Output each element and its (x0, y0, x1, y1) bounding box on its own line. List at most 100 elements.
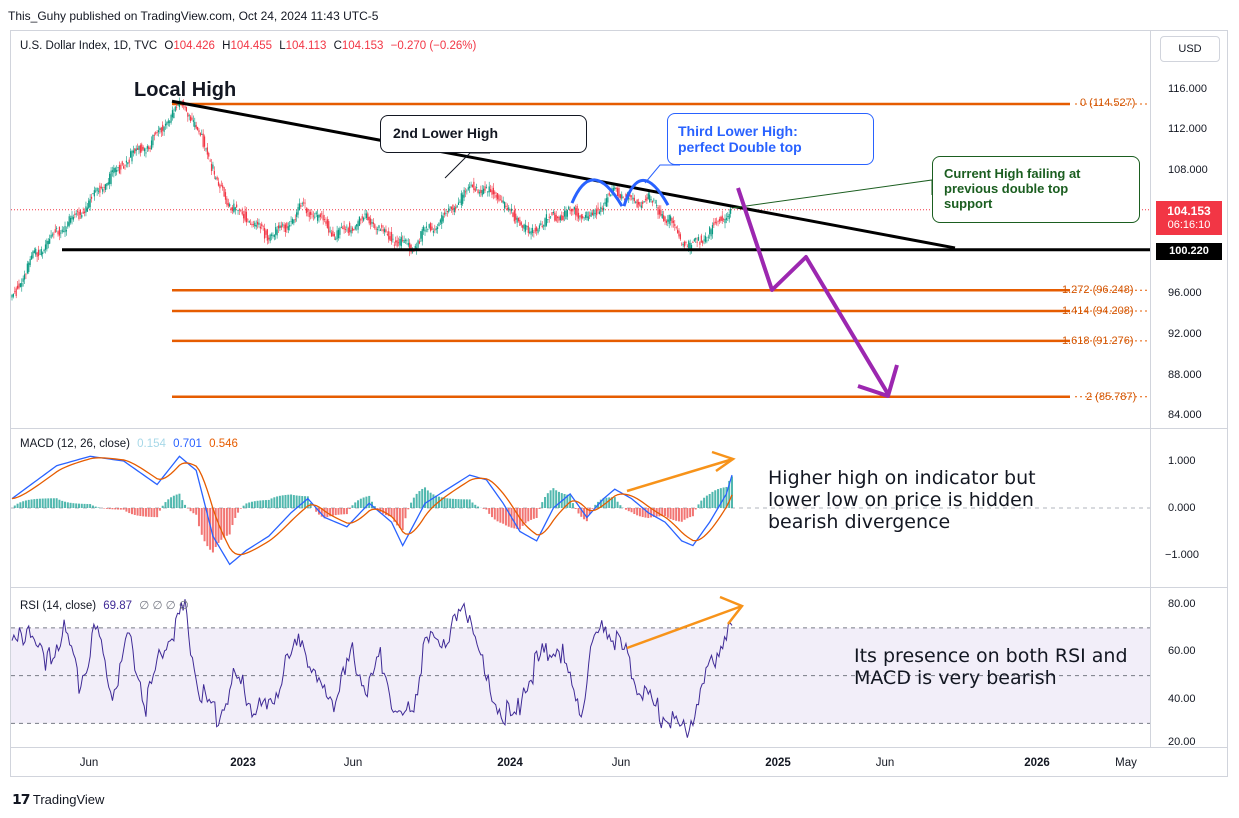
macd-histogram-bar (170, 497, 173, 508)
macd-histogram-bar (75, 503, 78, 508)
macd-histogram-bar (197, 508, 200, 527)
candle-body (32, 251, 34, 258)
macd-histogram-bar (290, 494, 293, 508)
macd-histogram-bar (345, 508, 348, 515)
candle-body (509, 209, 511, 211)
candle-body (153, 134, 155, 136)
macd-histogram-bar (652, 508, 655, 517)
candle-body (452, 204, 454, 210)
candle-body (135, 148, 137, 152)
candle-body (296, 212, 298, 217)
candle-body (565, 210, 567, 220)
macd-histogram-bar (278, 495, 281, 508)
candle-body (597, 207, 599, 211)
candle-body (88, 200, 90, 209)
candle-body (256, 221, 259, 225)
macd-tick-neg1: −1.000 (1165, 549, 1199, 561)
macd-histogram-bar (24, 500, 27, 508)
macd-signal-line (11, 457, 733, 556)
double-top-arc-2 (622, 178, 670, 207)
current-high-line-2: previous double top (944, 181, 1069, 196)
candle-body (330, 232, 333, 237)
candle-body (354, 226, 356, 230)
rsi-tick-60: 60.00 (1168, 645, 1196, 657)
macd-histogram-bar (474, 504, 477, 508)
candle-body (717, 221, 719, 222)
candle-body (157, 130, 160, 133)
candle-body (269, 234, 271, 242)
candle-body (450, 207, 453, 210)
candle-body (724, 219, 726, 224)
macd-tick-1: 1.000 (1168, 455, 1196, 467)
macd-histogram-bar (192, 508, 195, 514)
candle-body (314, 216, 316, 218)
candle-body (516, 217, 518, 223)
candle-body (370, 218, 372, 225)
macd-histogram-bar (571, 503, 574, 508)
candle-body (502, 200, 504, 203)
candle-body (590, 212, 592, 217)
candle-body (424, 229, 426, 232)
macd-histogram-bar (50, 498, 53, 508)
price-tick-108: 108.000 (1168, 164, 1208, 176)
candle-body (192, 120, 194, 122)
candle-body (728, 213, 730, 220)
candle-body (476, 187, 478, 188)
time-tick-2025: 2025 (765, 757, 791, 769)
candle-body (92, 193, 94, 195)
macd-histogram-bar (697, 504, 700, 508)
local-high-label: Local High (134, 79, 237, 101)
candle-body (336, 230, 338, 240)
candle-body (353, 228, 355, 231)
candle-body (254, 222, 256, 227)
candle-body (730, 208, 732, 214)
candle-body (187, 112, 189, 117)
macd-histogram-bar (633, 508, 636, 515)
macd-histogram-bar (443, 497, 446, 508)
candle-body (460, 193, 462, 206)
rsi-bearish-note: Its presence on both RSI and MACD is ver… (854, 645, 1128, 689)
macd-histogram-bar (694, 508, 697, 510)
candle-body (43, 249, 45, 252)
candle-body (653, 199, 655, 201)
candle-body (250, 223, 252, 225)
candle-body (35, 248, 37, 255)
candle-body (643, 201, 645, 203)
candle-body (547, 219, 549, 220)
candle-body (282, 224, 284, 226)
macd-histogram-bar (527, 508, 530, 522)
candle-body (300, 205, 302, 207)
macd-histogram-bar (262, 500, 265, 508)
candle-body (266, 229, 268, 241)
rsi-note-line-2: MACD is very bearish (854, 667, 1057, 689)
macd-histogram-bar (714, 490, 717, 508)
candle-body (223, 187, 225, 197)
candle-body (600, 206, 602, 212)
symbol-legend: U.S. Dollar Index, 1D, TVC O104.426 H104… (20, 40, 480, 52)
candle-body (72, 217, 74, 220)
candle-body (538, 225, 541, 229)
macd-histogram-bar (488, 508, 491, 514)
currency-button[interactable]: USD (1160, 36, 1220, 62)
candle-body (358, 216, 361, 226)
macd-histogram-bar (122, 508, 125, 510)
candle-body (230, 207, 232, 210)
candle-body (301, 203, 303, 205)
macd-histogram-bar (491, 508, 493, 518)
candle-body (534, 227, 536, 232)
candle-body (537, 229, 539, 233)
candle-body (174, 106, 176, 112)
candle-body (459, 201, 461, 203)
candle-body (376, 229, 379, 230)
candle-body (654, 202, 656, 204)
candle-body (371, 222, 373, 224)
macd-histogram-bar (284, 494, 287, 508)
candle-body (132, 150, 134, 153)
tradingview-footer[interactable]: 𝟭𝟳 TradingView (12, 791, 104, 808)
macd-histogram-bar (365, 496, 368, 508)
macd-histogram-bar (719, 488, 722, 508)
last-price-pill: 104.153 06:16:10 (1156, 201, 1222, 235)
macd-histogram-bar (44, 498, 47, 508)
macd-histogram-bar (496, 508, 499, 522)
